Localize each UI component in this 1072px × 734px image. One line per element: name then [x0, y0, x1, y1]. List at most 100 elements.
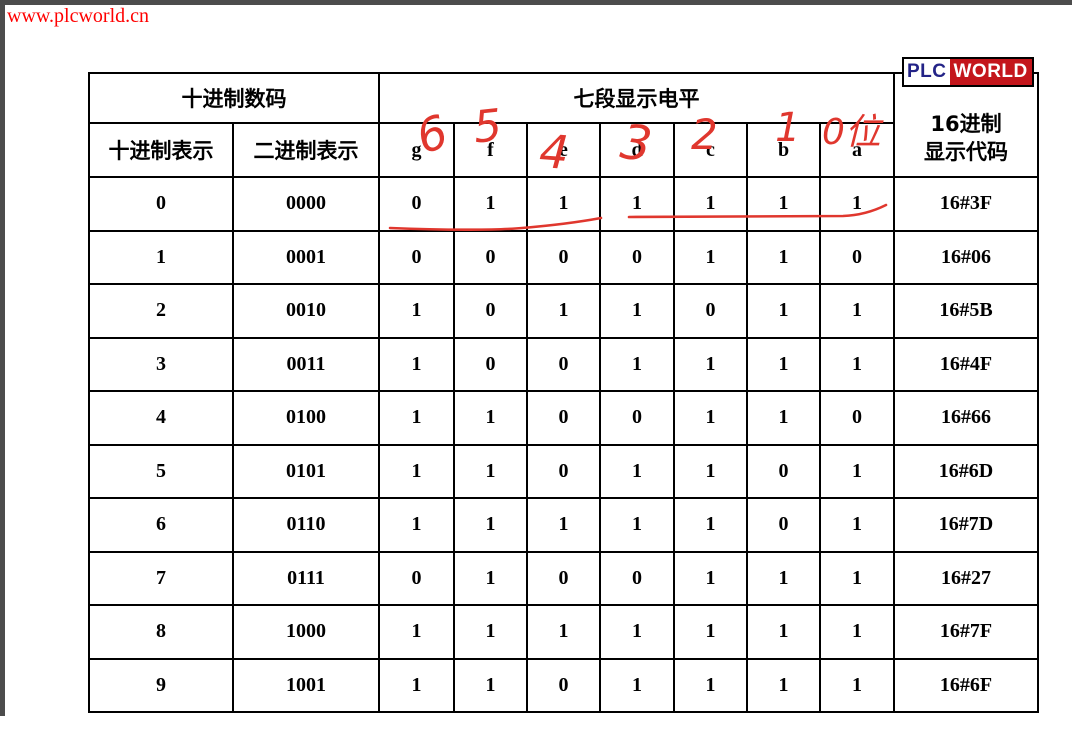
segment-cell: 1 — [526, 497, 601, 553]
header-segment-d: d — [599, 122, 675, 178]
header-decimal-group: 十进制数码 — [88, 72, 380, 124]
hex-cell: 16#4F — [893, 336, 1040, 392]
table-row: 8 1000 1 1 1 1 1 1 1 16#7F — [88, 604, 1040, 660]
table-row: 3 0011 1 0 0 1 1 1 1 16#4F — [88, 336, 1040, 392]
hex-cell: 16#06 — [893, 229, 1040, 285]
hex-cell: 16#27 — [893, 550, 1040, 606]
decimal-cell: 1 — [88, 229, 234, 285]
hex-cell: 16#7F — [893, 604, 1040, 660]
header-hex-line1: 16进制 — [930, 111, 1002, 136]
segment-cell: 1 — [453, 390, 528, 446]
decimal-cell: 9 — [88, 657, 234, 713]
segment-cell: 0 — [453, 229, 528, 285]
segment-cell: 1 — [746, 604, 821, 660]
segment-cell: 1 — [453, 550, 528, 606]
binary-cell: 1001 — [232, 657, 380, 713]
header-segment-e: e — [526, 122, 601, 178]
segment-cell: 1 — [746, 390, 821, 446]
segment-cell: 1 — [673, 229, 748, 285]
segment-cell: 1 — [818, 604, 896, 660]
binary-cell: 0000 — [232, 176, 380, 232]
segment-cell: 1 — [818, 497, 896, 553]
table-row: 1 0001 0 0 0 0 1 1 0 16#06 — [88, 229, 1040, 285]
segment-cell: 1 — [673, 336, 748, 392]
segment-cell: 0 — [599, 390, 675, 446]
seven-segment-table-wrap: 十进制数码 七段显示电平 16进制 显示代码 十进制表示 二进制表示 g f e… — [88, 72, 1040, 713]
segment-cell: 1 — [818, 550, 896, 606]
binary-cell: 1000 — [232, 604, 380, 660]
segment-cell: 1 — [526, 283, 601, 339]
segment-cell: 1 — [526, 604, 601, 660]
header-decimal-col: 十进制表示 — [88, 122, 234, 178]
segment-cell: 1 — [599, 443, 675, 499]
segment-cell: 1 — [599, 497, 675, 553]
hex-cell: 16#7D — [893, 497, 1040, 553]
binary-cell: 0011 — [232, 336, 380, 392]
decimal-cell: 3 — [88, 336, 234, 392]
hex-cell: 16#5B — [893, 283, 1040, 339]
table-row: 5 0101 1 1 0 1 1 0 1 16#6D — [88, 443, 1040, 499]
binary-cell: 0001 — [232, 229, 380, 285]
segment-cell: 1 — [599, 604, 675, 660]
hex-cell: 16#66 — [893, 390, 1040, 446]
segment-cell: 1 — [453, 657, 528, 713]
window-edge-left — [0, 0, 5, 716]
segment-cell: 0 — [526, 657, 601, 713]
watermark-url: www.plcworld.cn — [7, 5, 150, 27]
segment-cell: 1 — [453, 176, 528, 232]
segment-cell: 0 — [599, 229, 675, 285]
table-row: 6 0110 1 1 1 1 1 0 1 16#7D — [88, 497, 1040, 553]
table-row: 9 1001 1 1 0 1 1 1 1 16#6F — [88, 657, 1040, 713]
segment-cell: 0 — [453, 283, 528, 339]
segment-cell: 0 — [453, 336, 528, 392]
segment-cell: 0 — [526, 443, 601, 499]
hex-cell: 16#3F — [893, 176, 1040, 232]
segment-cell: 1 — [453, 604, 528, 660]
segment-cell: 1 — [746, 336, 821, 392]
segment-cell: 1 — [818, 176, 896, 232]
segment-cell: 1 — [746, 176, 821, 232]
decimal-cell: 8 — [88, 604, 234, 660]
logo-plc-text: PLC — [904, 59, 950, 85]
segment-cell: 0 — [526, 550, 601, 606]
header-group-row: 十进制数码 七段显示电平 16进制 显示代码 — [88, 72, 1040, 178]
segment-cell: 1 — [818, 443, 896, 499]
segment-cell: 1 — [378, 336, 455, 392]
header-segment-g: g — [378, 122, 455, 178]
segment-cell: 0 — [818, 229, 896, 285]
header-hex-code: 16进制 显示代码 — [893, 72, 1040, 178]
segment-cell: 0 — [378, 176, 455, 232]
segment-cell: 1 — [673, 550, 748, 606]
segment-cell: 1 — [746, 657, 821, 713]
segment-cell: 1 — [746, 283, 821, 339]
segment-cell: 0 — [526, 390, 601, 446]
table-row: 0 0000 0 1 1 1 1 1 1 16#3F — [88, 176, 1040, 232]
segment-cell: 0 — [526, 336, 601, 392]
segment-cell: 1 — [378, 604, 455, 660]
table-body: 0 0000 0 1 1 1 1 1 1 16#3F 1 0001 0 0 0 0 1 1 0 16#06 2 0010 1… — [88, 176, 1040, 713]
table-row: 4 0100 1 1 0 0 1 1 0 16#66 — [88, 390, 1040, 446]
window-edge-top — [0, 0, 1072, 5]
segment-cell: 1 — [673, 443, 748, 499]
binary-cell: 0010 — [232, 283, 380, 339]
header-binary-col: 二进制表示 — [232, 122, 380, 178]
decimal-cell: 7 — [88, 550, 234, 606]
segment-cell: 1 — [673, 497, 748, 553]
segment-cell: 1 — [378, 657, 455, 713]
header-segment-c: c — [673, 122, 748, 178]
segment-cell: 1 — [673, 604, 748, 660]
segment-cell: 0 — [526, 229, 601, 285]
segment-cell: 1 — [599, 657, 675, 713]
header-sub-row: 十进制表示 二进制表示 g f e d c b a — [88, 122, 1038, 178]
segment-cell: 0 — [378, 550, 455, 606]
segment-cell: 1 — [599, 176, 675, 232]
decimal-cell: 5 — [88, 443, 234, 499]
segment-cell: 1 — [746, 229, 821, 285]
segment-cell: 1 — [453, 443, 528, 499]
header-hex-line2: 显示代码 — [924, 140, 1009, 164]
binary-cell: 0111 — [232, 550, 380, 606]
binary-cell: 0101 — [232, 443, 380, 499]
header-segment-a: a — [818, 122, 896, 178]
segment-cell: 1 — [378, 443, 455, 499]
